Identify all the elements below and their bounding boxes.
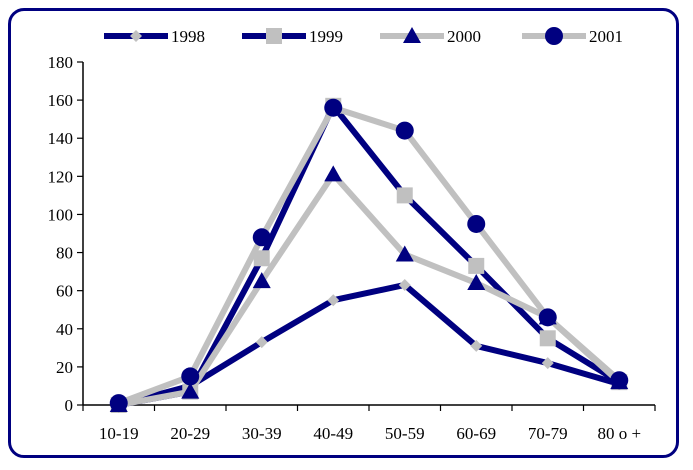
x-tick-label: 70-79	[528, 424, 568, 443]
data-point-2000-40-49	[324, 165, 343, 182]
y-tick-label: 0	[65, 396, 74, 415]
legend-swatch-marker	[403, 27, 421, 43]
data-point-2001-30-39	[252, 228, 271, 247]
data-point-1999-70-79	[539, 330, 556, 347]
legend-item-2001: 2001	[522, 27, 623, 46]
data-point-1999-50-59	[396, 187, 413, 204]
y-tick-label: 80	[56, 244, 73, 263]
y-tick-label: 60	[56, 282, 73, 301]
series-line-2000	[118, 171, 622, 408]
legend-label: 2001	[589, 27, 623, 46]
x-tick-label: 10-19	[99, 424, 139, 443]
legend-label: 2000	[447, 27, 481, 46]
data-point-1998-60-69	[470, 339, 483, 352]
y-tick-label: 120	[48, 167, 74, 186]
legend-swatch-marker	[130, 30, 142, 42]
data-point-2000-50-59	[395, 245, 414, 262]
legend-label: 1999	[309, 27, 343, 46]
chart-frame	[8, 8, 679, 458]
data-point-2001-10-19	[109, 394, 128, 413]
x-tick-label: 80 o +	[597, 424, 641, 443]
data-point-2001-20-29	[181, 367, 200, 386]
chart-legend: 1998 1999 2000 2001	[104, 27, 623, 46]
legend-label: 1998	[171, 27, 205, 46]
legend-swatch-marker	[545, 27, 563, 45]
chart-axes: 0 20 40 60 80 100 120 140 160 180 10-19 20-29 30-39 4…	[48, 53, 656, 443]
data-point-2001-80 o +	[610, 371, 629, 390]
x-tick-label: 30-39	[242, 424, 282, 443]
y-tick-label: 40	[56, 320, 73, 339]
data-point-2000-30-39	[252, 272, 271, 289]
data-point-2001-50-59	[395, 121, 414, 140]
data-point-2001-70-79	[538, 308, 557, 327]
y-tick-label: 160	[48, 91, 74, 110]
data-point-1999-30-39	[253, 250, 270, 267]
series-markers	[109, 97, 629, 413]
y-tick-label: 20	[56, 358, 73, 377]
y-tick-label: 180	[48, 53, 74, 72]
y-tick-label: 140	[48, 129, 74, 148]
data-point-1999-60-69	[468, 257, 485, 274]
x-tick-label: 60-69	[456, 424, 496, 443]
data-point-1998-30-39	[255, 336, 268, 349]
legend-item-1999: 1999	[242, 27, 343, 46]
series-line-2001	[117, 104, 622, 406]
data-point-2001-60-69	[467, 214, 486, 233]
data-point-2000-60-69	[467, 274, 486, 291]
series-lines	[117, 102, 622, 408]
data-point-1998-70-79	[541, 357, 554, 370]
y-tick-label: 100	[48, 205, 74, 224]
data-point-1998-50-59	[398, 278, 411, 291]
legend-item-2000: 2000	[380, 27, 481, 46]
x-tick-label: 40-49	[313, 424, 353, 443]
legend-item-1998: 1998	[104, 27, 205, 46]
x-tick-label: 20-29	[170, 424, 210, 443]
data-point-1998-40-49	[327, 294, 340, 307]
legend-swatch-marker	[266, 28, 282, 44]
data-point-2001-40-49	[324, 98, 343, 117]
x-tick-label: 50-59	[385, 424, 425, 443]
data-point-2000-20-29	[181, 382, 200, 399]
